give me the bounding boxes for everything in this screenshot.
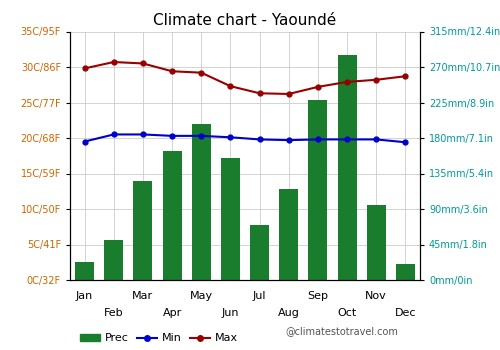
Text: @climatestotravel.com: @climatestotravel.com — [285, 326, 398, 336]
Bar — [250, 225, 269, 280]
Text: Mar: Mar — [132, 291, 154, 301]
Bar — [162, 152, 182, 280]
Bar — [338, 55, 356, 280]
Bar — [280, 189, 298, 280]
Bar — [192, 124, 210, 280]
Text: Dec: Dec — [394, 308, 416, 318]
Legend: Prec, Min, Max: Prec, Min, Max — [76, 329, 242, 348]
Bar — [104, 240, 123, 280]
Bar — [75, 262, 94, 280]
Text: Feb: Feb — [104, 308, 124, 318]
Bar — [134, 181, 152, 280]
Text: Jun: Jun — [222, 308, 239, 318]
Text: Sep: Sep — [308, 291, 328, 301]
Text: Jul: Jul — [253, 291, 266, 301]
Text: Aug: Aug — [278, 308, 299, 318]
Text: Oct: Oct — [338, 308, 356, 318]
Bar — [396, 264, 415, 280]
Bar — [308, 100, 328, 280]
Text: Nov: Nov — [366, 291, 387, 301]
Bar — [221, 158, 240, 280]
Title: Climate chart - Yaoundé: Climate chart - Yaoundé — [154, 13, 336, 28]
Text: Apr: Apr — [162, 308, 182, 318]
Text: Jan: Jan — [76, 291, 93, 301]
Bar — [367, 205, 386, 280]
Text: May: May — [190, 291, 213, 301]
